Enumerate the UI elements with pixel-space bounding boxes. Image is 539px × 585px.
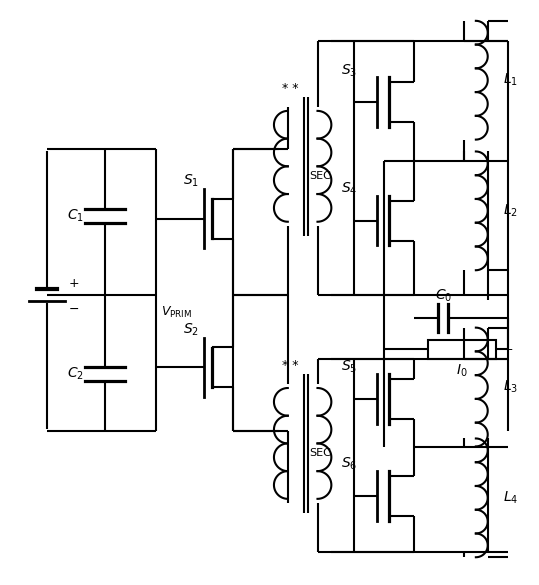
Text: −: − bbox=[69, 303, 80, 316]
Text: $C_1$: $C_1$ bbox=[66, 208, 84, 224]
Text: $C_2$: $C_2$ bbox=[67, 366, 84, 383]
Text: $S_6$: $S_6$ bbox=[341, 456, 357, 473]
Text: SEC: SEC bbox=[309, 171, 331, 181]
Text: * *: * * bbox=[281, 359, 298, 372]
Text: +: + bbox=[69, 277, 80, 290]
Text: $V_{\rm PRIM}$: $V_{\rm PRIM}$ bbox=[161, 305, 192, 320]
Text: SEC: SEC bbox=[309, 448, 331, 458]
Text: $S_1$: $S_1$ bbox=[183, 173, 199, 190]
Text: * *: * * bbox=[281, 82, 298, 95]
Text: $L_3$: $L_3$ bbox=[502, 379, 517, 395]
Text: $I_0$: $I_0$ bbox=[456, 363, 468, 380]
Text: $S_3$: $S_3$ bbox=[341, 62, 357, 78]
Text: −: − bbox=[411, 343, 421, 356]
Text: $L_4$: $L_4$ bbox=[502, 490, 518, 506]
Text: +: + bbox=[502, 343, 513, 356]
Text: $S_2$: $S_2$ bbox=[183, 321, 199, 338]
Text: $C_0$: $C_0$ bbox=[434, 288, 452, 304]
Text: $L_2$: $L_2$ bbox=[502, 202, 517, 219]
Text: $S_4$: $S_4$ bbox=[341, 181, 357, 197]
Text: $L_1$: $L_1$ bbox=[502, 72, 517, 88]
Text: $S_5$: $S_5$ bbox=[341, 359, 357, 376]
FancyBboxPatch shape bbox=[429, 339, 496, 359]
